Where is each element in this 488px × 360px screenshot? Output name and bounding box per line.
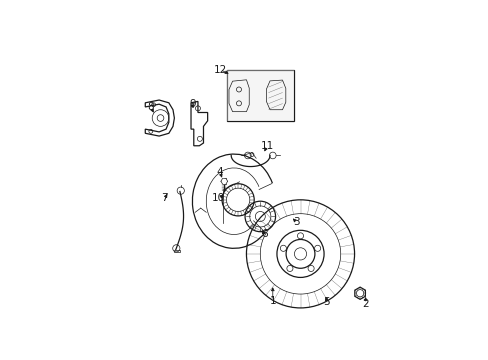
Text: 12: 12 <box>213 64 226 75</box>
Bar <box>226 69 293 121</box>
Text: 8: 8 <box>147 102 154 112</box>
Text: 9: 9 <box>189 99 195 109</box>
Text: 3: 3 <box>292 217 299 227</box>
Text: 2: 2 <box>362 299 368 309</box>
Bar <box>226 69 293 121</box>
Text: 6: 6 <box>261 229 267 239</box>
Text: 4: 4 <box>216 167 223 177</box>
Text: 11: 11 <box>260 141 273 151</box>
Text: 7: 7 <box>161 193 168 203</box>
Text: 1: 1 <box>269 296 276 306</box>
Text: 10: 10 <box>212 193 225 203</box>
Bar <box>174 250 180 252</box>
Text: 5: 5 <box>323 297 329 307</box>
